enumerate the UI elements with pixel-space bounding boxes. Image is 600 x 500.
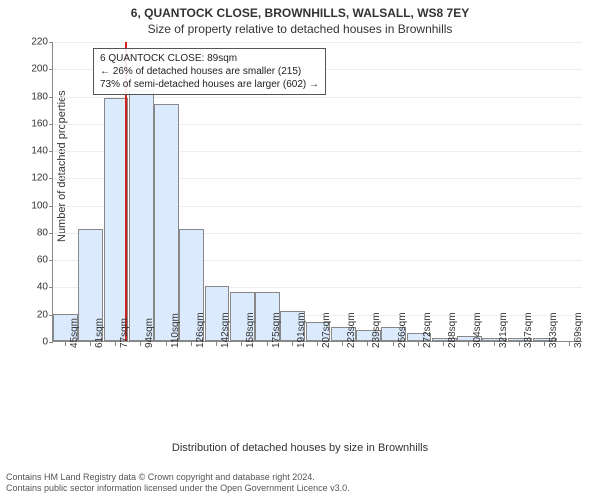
xtick-mark [292, 342, 293, 346]
xtick-label: 45sqm [69, 318, 80, 348]
xtick-label: 321sqm [498, 312, 509, 348]
ytick-label: 180 [20, 91, 48, 102]
chart-subtitle: Size of property relative to detached ho… [0, 20, 600, 36]
ytick-mark [49, 206, 53, 207]
chart-area: Number of detached properties 6 QUANTOCK… [52, 42, 582, 412]
ytick-label: 80 [20, 227, 48, 238]
xtick-label: 191sqm [296, 312, 307, 348]
xtick-label: 288sqm [447, 312, 458, 348]
chart-container: 6, QUANTOCK CLOSE, BROWNHILLS, WALSALL, … [0, 0, 600, 500]
annotation-line2: ← 26% of detached houses are smaller (21… [100, 65, 319, 78]
ytick-label: 220 [20, 37, 48, 48]
x-axis-label: Distribution of detached houses by size … [0, 442, 600, 454]
ytick-mark [49, 260, 53, 261]
xtick-mark [191, 342, 192, 346]
ytick-mark [49, 342, 53, 343]
ytick-mark [49, 69, 53, 70]
annotation-box: 6 QUANTOCK CLOSE: 89sqm ← 26% of detache… [93, 48, 326, 95]
xtick-mark [65, 342, 66, 346]
ytick-label: 20 [20, 309, 48, 320]
xtick-label: 126sqm [195, 312, 206, 348]
xtick-label: 61sqm [94, 318, 105, 348]
xtick-label: 77sqm [119, 318, 130, 348]
plot-area: 6 QUANTOCK CLOSE: 89sqm ← 26% of detache… [52, 42, 582, 342]
bar [129, 90, 154, 341]
xtick-mark [569, 342, 570, 346]
xtick-mark [418, 342, 419, 346]
annotation-line3: 73% of semi-detached houses are larger (… [100, 78, 319, 91]
gridline [53, 42, 582, 43]
annotation-line1: 6 QUANTOCK CLOSE: 89sqm [100, 52, 319, 65]
ytick-mark [49, 178, 53, 179]
xtick-mark [443, 342, 444, 346]
xtick-mark [494, 342, 495, 346]
xtick-label: 94sqm [144, 318, 155, 348]
ytick-mark [49, 287, 53, 288]
xtick-mark [241, 342, 242, 346]
ytick-label: 120 [20, 173, 48, 184]
xtick-mark [216, 342, 217, 346]
chart-title: 6, QUANTOCK CLOSE, BROWNHILLS, WALSALL, … [0, 0, 600, 20]
xtick-mark [115, 342, 116, 346]
bar [154, 104, 179, 341]
ytick-label: 100 [20, 200, 48, 211]
xtick-label: 369sqm [573, 312, 584, 348]
xtick-label: 272sqm [422, 312, 433, 348]
xtick-mark [90, 342, 91, 346]
xtick-label: 207sqm [321, 312, 332, 348]
xtick-mark [140, 342, 141, 346]
ytick-label: 60 [20, 255, 48, 266]
footer-attribution: Contains HM Land Registry data © Crown c… [6, 472, 350, 495]
xtick-mark [393, 342, 394, 346]
xtick-mark [267, 342, 268, 346]
ytick-mark [49, 233, 53, 234]
xtick-label: 304sqm [472, 312, 483, 348]
ytick-label: 0 [20, 337, 48, 348]
xtick-label: 353sqm [548, 312, 559, 348]
xtick-label: 158sqm [245, 312, 256, 348]
xtick-mark [367, 342, 368, 346]
xtick-label: 110sqm [170, 313, 181, 348]
ytick-mark [49, 97, 53, 98]
xtick-mark [166, 342, 167, 346]
xtick-label: 175sqm [271, 312, 282, 348]
xtick-mark [317, 342, 318, 346]
xtick-label: 256sqm [397, 312, 408, 348]
ytick-mark [49, 124, 53, 125]
xtick-label: 239sqm [371, 312, 382, 348]
xtick-mark [342, 342, 343, 346]
xtick-mark [519, 342, 520, 346]
footer-line2: Contains public sector information licen… [6, 483, 350, 494]
ytick-mark [49, 42, 53, 43]
ytick-label: 140 [20, 146, 48, 157]
xtick-label: 337sqm [523, 312, 534, 348]
ytick-label: 200 [20, 64, 48, 75]
ytick-label: 160 [20, 118, 48, 129]
footer-line1: Contains HM Land Registry data © Crown c… [6, 472, 350, 483]
xtick-mark [468, 342, 469, 346]
ytick-mark [49, 151, 53, 152]
xtick-label: 142sqm [220, 312, 231, 348]
ytick-label: 40 [20, 282, 48, 293]
xtick-label: 223sqm [346, 312, 357, 348]
xtick-mark [544, 342, 545, 346]
